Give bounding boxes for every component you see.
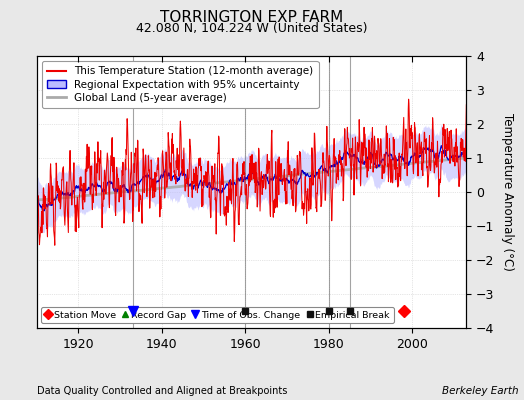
Y-axis label: Temperature Anomaly (°C): Temperature Anomaly (°C)	[501, 113, 514, 271]
Text: Data Quality Controlled and Aligned at Breakpoints: Data Quality Controlled and Aligned at B…	[37, 386, 287, 396]
Legend: Station Move, Record Gap, Time of Obs. Change, Empirical Break: Station Move, Record Gap, Time of Obs. C…	[41, 307, 394, 323]
Text: TORRINGTON EXP FARM: TORRINGTON EXP FARM	[160, 10, 343, 25]
Text: 42.080 N, 104.224 W (United States): 42.080 N, 104.224 W (United States)	[136, 22, 367, 35]
Text: Berkeley Earth: Berkeley Earth	[442, 386, 519, 396]
